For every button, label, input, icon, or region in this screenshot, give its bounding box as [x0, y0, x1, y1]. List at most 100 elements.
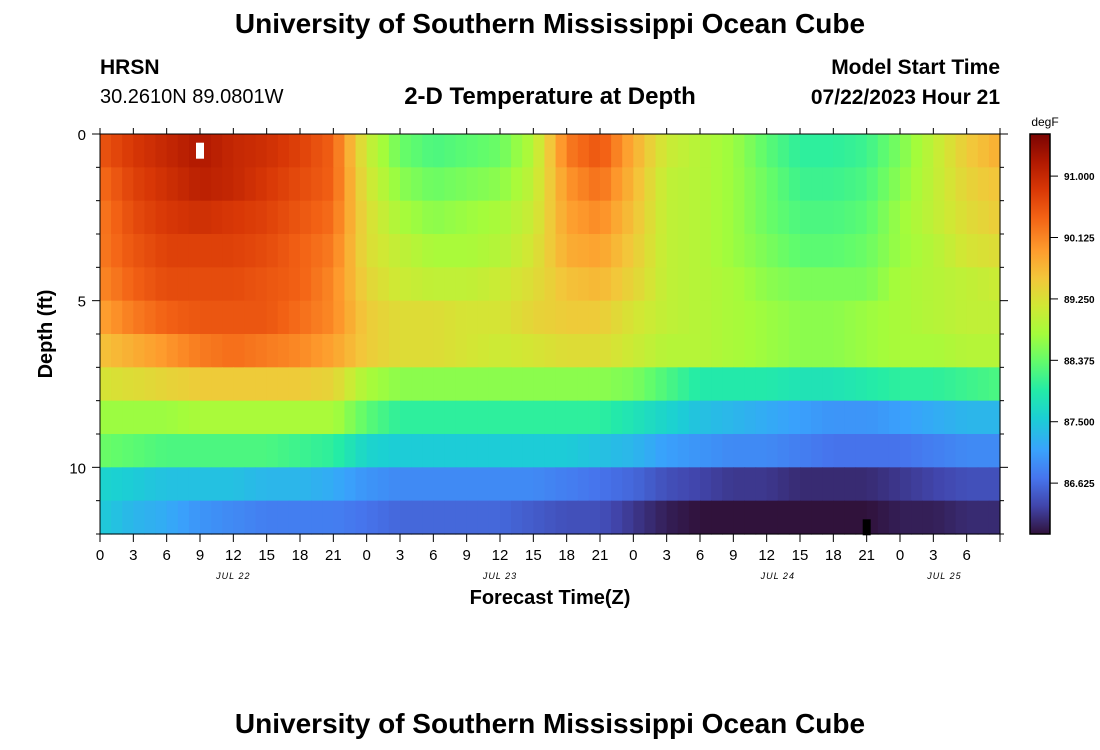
- heatmap-cell: [311, 400, 323, 435]
- heatmap-cell: [488, 500, 501, 535]
- heatmap-cell: [622, 467, 634, 502]
- heatmap-cell: [766, 500, 779, 535]
- heatmap-cell: [666, 267, 679, 302]
- heatmap-cell: [811, 334, 823, 368]
- heatmap-cell: [300, 267, 312, 302]
- heatmap-cell: [777, 167, 790, 202]
- heatmap-cell: [377, 367, 390, 402]
- heatmap-cell: [577, 500, 590, 535]
- heatmap-cell: [233, 234, 246, 268]
- heatmap-cell: [700, 467, 712, 502]
- heatmap-cell: [622, 500, 634, 535]
- heatmap-cell: [611, 467, 623, 502]
- heatmap-cell: [533, 434, 546, 468]
- heatmap-cell: [222, 167, 234, 202]
- heatmap-cell: [577, 334, 590, 368]
- heatmap-cell: [755, 267, 768, 302]
- heatmap-cell: [533, 300, 546, 335]
- heatmap-cell: [333, 434, 346, 468]
- heatmap-cell: [666, 367, 679, 402]
- heatmap-cell: [611, 167, 623, 202]
- heatmap-cell: [688, 367, 701, 402]
- heatmap-cell: [133, 500, 146, 535]
- heatmap-cell: [500, 167, 512, 202]
- heatmap-cell: [333, 367, 346, 402]
- heatmap-cell: [111, 434, 123, 468]
- heatmap-cell: [444, 234, 457, 268]
- heatmap-cell: [444, 467, 457, 502]
- heatmap-cell: [766, 434, 779, 468]
- heatmap-cell: [800, 300, 812, 335]
- heatmap-cell: [444, 134, 457, 168]
- heatmap-cell: [222, 200, 234, 235]
- heatmap-cell: [177, 267, 190, 302]
- heatmap-cell: [455, 467, 468, 502]
- heatmap-cell: [800, 500, 812, 535]
- x-tick-label: 9: [196, 547, 204, 564]
- heatmap-cell: [211, 134, 223, 168]
- heatmap-cell: [177, 367, 190, 402]
- heatmap-cell: [633, 367, 646, 402]
- heatmap-cell: [688, 500, 701, 535]
- heatmap-cell: [933, 334, 946, 368]
- heatmap-cell: [722, 334, 734, 368]
- heatmap-cell: [600, 400, 612, 435]
- heatmap-cell: [122, 334, 134, 368]
- heatmap-cell: [377, 134, 390, 168]
- heatmap-cell: [966, 267, 979, 302]
- heatmap-cell: [922, 134, 934, 168]
- heatmap-cell: [477, 200, 490, 235]
- heatmap-cell: [488, 434, 501, 468]
- heatmap-cell: [255, 434, 268, 468]
- heatmap-cell: [177, 334, 190, 368]
- heatmap-cell: [811, 434, 823, 468]
- heatmap-cell: [477, 400, 490, 435]
- heatmap-cell: [211, 234, 223, 268]
- heatmap-cell: [366, 400, 379, 435]
- heatmap-cell: [311, 467, 323, 502]
- heatmap-cell: [566, 200, 579, 235]
- heatmap-cell: [977, 167, 990, 202]
- heatmap-cell: [866, 434, 879, 468]
- heatmap-cell: [211, 167, 223, 202]
- heatmap-cell: [400, 300, 412, 335]
- heatmap-cell: [422, 234, 434, 268]
- heatmap-cell: [322, 500, 334, 535]
- heatmap-cell: [922, 167, 934, 202]
- heatmap-cell: [800, 434, 812, 468]
- heatmap-cell: [211, 200, 223, 235]
- heatmap-cell: [644, 300, 657, 335]
- heatmap-cell: [222, 500, 234, 535]
- heatmap-cell: [800, 234, 812, 268]
- heatmap-cell: [488, 367, 501, 402]
- heatmap-cell: [466, 500, 479, 535]
- heatmap-cell: [300, 434, 312, 468]
- heatmap-cell: [333, 500, 346, 535]
- heatmap-cell: [288, 267, 301, 302]
- heatmap-cell: [755, 167, 768, 202]
- heatmap-cell: [122, 500, 134, 535]
- heatmap-cell: [966, 500, 979, 535]
- heatmap-cell: [677, 434, 690, 468]
- heatmap-cell: [311, 167, 323, 202]
- heatmap-cell: [911, 267, 923, 302]
- heatmap-cell: [566, 367, 579, 402]
- x-tick-label: 6: [696, 547, 704, 564]
- heatmap-cell: [966, 400, 979, 435]
- heatmap-cell: [988, 500, 1001, 535]
- heatmap-cell: [133, 200, 146, 235]
- heatmap-cell: [666, 134, 679, 168]
- heatmap-cell: [322, 434, 334, 468]
- heatmap-cell: [844, 200, 857, 235]
- heatmap-cell: [455, 400, 468, 435]
- heatmap-cell: [177, 500, 190, 535]
- heatmap-cell: [188, 300, 201, 335]
- heatmap-cell: [911, 500, 923, 535]
- heatmap-cell: [588, 434, 601, 468]
- heatmap-cell: [200, 234, 212, 268]
- heatmap-cell: [544, 234, 557, 268]
- heatmap-cell: [388, 167, 401, 202]
- heatmap-cell: [166, 167, 179, 202]
- heatmap-cell: [777, 134, 790, 168]
- heatmap-cell: [522, 134, 534, 168]
